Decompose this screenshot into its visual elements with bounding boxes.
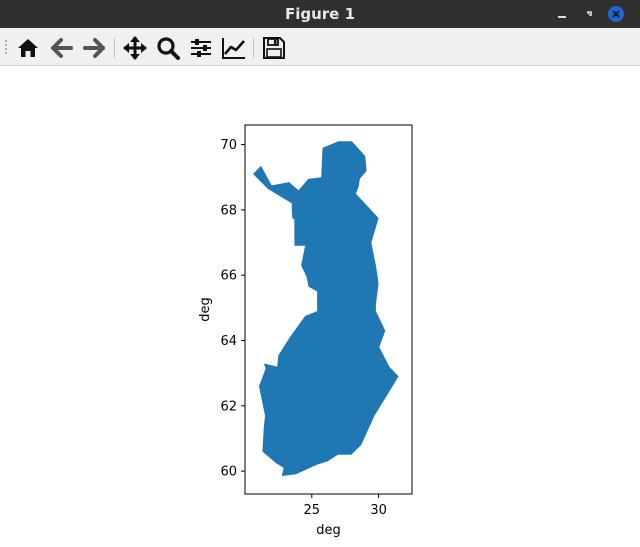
x-axis-ticks: 25 30 (304, 494, 387, 518)
y-axis-ticks: 60 62 64 66 68 70 (220, 138, 245, 480)
navigation-toolbar (0, 28, 640, 66)
toolbar-separator (253, 37, 254, 59)
restore-button[interactable] (579, 4, 599, 24)
plot-svg: 25 30 60 62 64 66 68 70 deg deg (198, 124, 413, 538)
close-icon (608, 6, 624, 22)
close-button[interactable] (606, 4, 626, 24)
y-tick-label: 70 (220, 138, 237, 153)
x-tick-label: 25 (304, 503, 321, 518)
magnifier-icon (157, 37, 180, 60)
y-tick-label: 60 (220, 465, 237, 480)
zoom-button[interactable] (155, 35, 181, 61)
figure-canvas[interactable]: 25 30 60 62 64 66 68 70 deg deg (0, 66, 640, 547)
floppy-disk-icon (263, 37, 285, 59)
x-axis-label: deg (316, 523, 341, 538)
restore-icon (586, 11, 592, 17)
home-icon (18, 39, 38, 57)
forward-button[interactable] (81, 35, 107, 61)
y-tick-label: 62 (220, 399, 237, 414)
toolbar-grip-icon[interactable] (4, 39, 8, 55)
minimize-button[interactable] (552, 4, 572, 24)
edit-axis-button[interactable] (221, 35, 247, 61)
arrow-left-icon (51, 38, 73, 58)
axes-frame (244, 124, 413, 495)
arrow-right-icon (83, 38, 105, 58)
y-tick-label: 66 (220, 269, 237, 284)
y-axis-label: deg (198, 297, 213, 322)
home-button[interactable] (15, 35, 41, 61)
window-title-bar: Figure 1 (0, 0, 640, 28)
line-chart-icon (222, 38, 245, 59)
country-polygon (253, 141, 399, 477)
move-icon (123, 36, 147, 60)
save-button[interactable] (261, 35, 287, 61)
back-button[interactable] (49, 35, 75, 61)
minimize-icon (558, 16, 566, 18)
configure-subplots-button[interactable] (188, 35, 214, 61)
window-title: Figure 1 (284, 5, 356, 23)
pan-button[interactable] (122, 35, 148, 61)
x-tick-label: 30 (370, 503, 387, 518)
y-tick-label: 64 (220, 334, 237, 349)
toolbar-separator (114, 37, 115, 59)
sliders-icon (191, 39, 211, 57)
y-tick-label: 68 (220, 203, 237, 218)
axes-area (253, 141, 399, 477)
